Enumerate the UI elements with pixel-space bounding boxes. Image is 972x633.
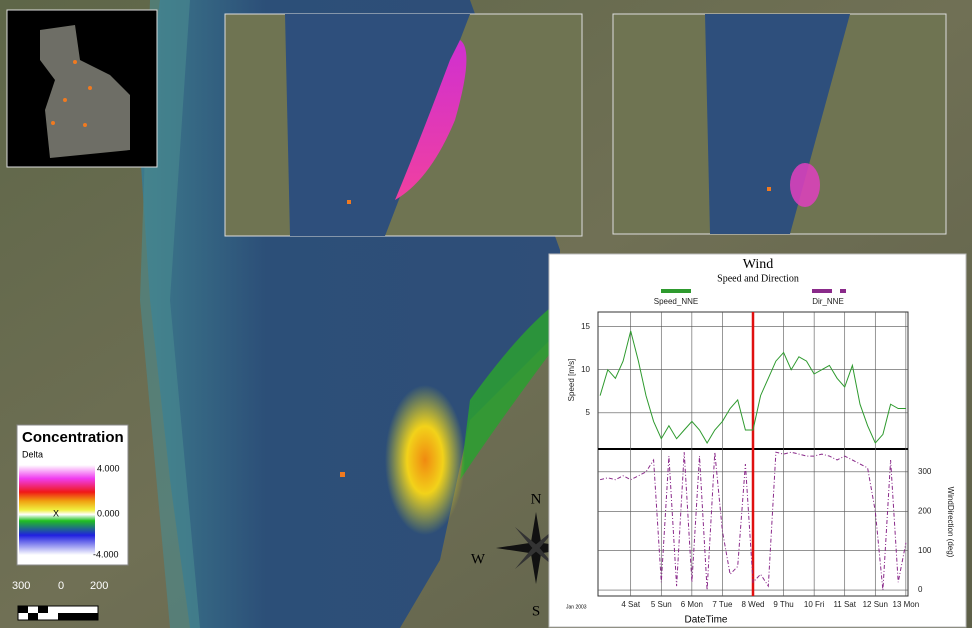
legend-entry: Dir_NNE — [812, 297, 844, 306]
legend-label: 0.000 — [97, 508, 120, 518]
site-marker — [83, 123, 87, 127]
legend-swatch — [812, 289, 832, 293]
scale-bar-cell — [18, 606, 28, 613]
x-tick-label: 8 Wed — [742, 600, 765, 609]
y-tick-label: 15 — [581, 322, 590, 331]
chart-title: Wind — [743, 257, 774, 272]
site-marker — [347, 200, 351, 204]
scale-label: 300 — [12, 580, 30, 592]
legend-title: Concentration — [22, 429, 124, 446]
y2-tick-label: 300 — [918, 467, 932, 476]
yellow-plume — [385, 385, 465, 535]
x-tick-label: 11 Sat — [833, 600, 856, 609]
y-axis-title: Speed [m/s] — [567, 359, 576, 402]
y2-tick-label: 200 — [918, 506, 932, 515]
chart-panel — [549, 254, 966, 627]
scale-label: 200 — [90, 580, 108, 592]
y-tick-label: 5 — [586, 408, 591, 417]
wind-chart: Wind Speed and Direction Speed_NNE Dir_N… — [549, 254, 966, 627]
x-tick-label: 10 Fri — [804, 600, 825, 609]
scale-bar-cell — [58, 613, 98, 620]
scale-bar-cell — [28, 613, 38, 620]
date-label: Jan 2003 — [566, 604, 587, 610]
x-tick-label: 13 Mon — [893, 600, 920, 609]
x-tick-label: 5 Sun — [651, 600, 672, 609]
inset-image — [225, 14, 582, 236]
site-marker — [51, 121, 55, 125]
inset-image — [613, 14, 946, 234]
x-tick-label: 6 Mon — [681, 600, 703, 609]
y2-axis-title: WindDirection (deg) — [946, 487, 955, 558]
legend-subtitle: Delta — [22, 449, 43, 459]
x-tick-label: 7 Tue — [712, 600, 733, 609]
legend-label: -4.000 — [93, 549, 119, 559]
x-tick-label: 12 Sun — [863, 600, 888, 609]
legend-swatch — [840, 289, 846, 293]
x-tick-label: 9 Thu — [773, 600, 793, 609]
y-tick-label: 10 — [581, 365, 590, 374]
compass-label: N — [531, 491, 542, 507]
scale-label: 0 — [58, 580, 64, 592]
chart-subtitle: Speed and Direction — [717, 273, 799, 284]
legend-marker: X — [53, 508, 59, 518]
site-marker — [340, 472, 345, 477]
compass-label: W — [471, 551, 486, 567]
site-marker — [73, 60, 77, 64]
map-view: Concentration Delta X 4.000 0.000 -4.000… — [0, 0, 972, 628]
legend-entry: Speed_NNE — [654, 297, 698, 306]
concentration-legend: Concentration Delta X 4.000 0.000 -4.000 — [17, 425, 128, 565]
site-marker — [767, 187, 771, 191]
legend-swatch — [661, 289, 691, 293]
y2-tick-label: 100 — [918, 546, 932, 555]
scale-bar-cell — [38, 606, 48, 613]
site-marker — [88, 86, 92, 90]
site-marker — [63, 98, 67, 102]
pink-plume — [790, 163, 820, 207]
y2-tick-label: 0 — [918, 585, 923, 594]
compass-label: S — [532, 603, 540, 619]
x-axis-title: DateTime — [685, 615, 728, 626]
x-tick-label: 4 Sat — [621, 600, 640, 609]
legend-label: 4.000 — [97, 463, 120, 473]
